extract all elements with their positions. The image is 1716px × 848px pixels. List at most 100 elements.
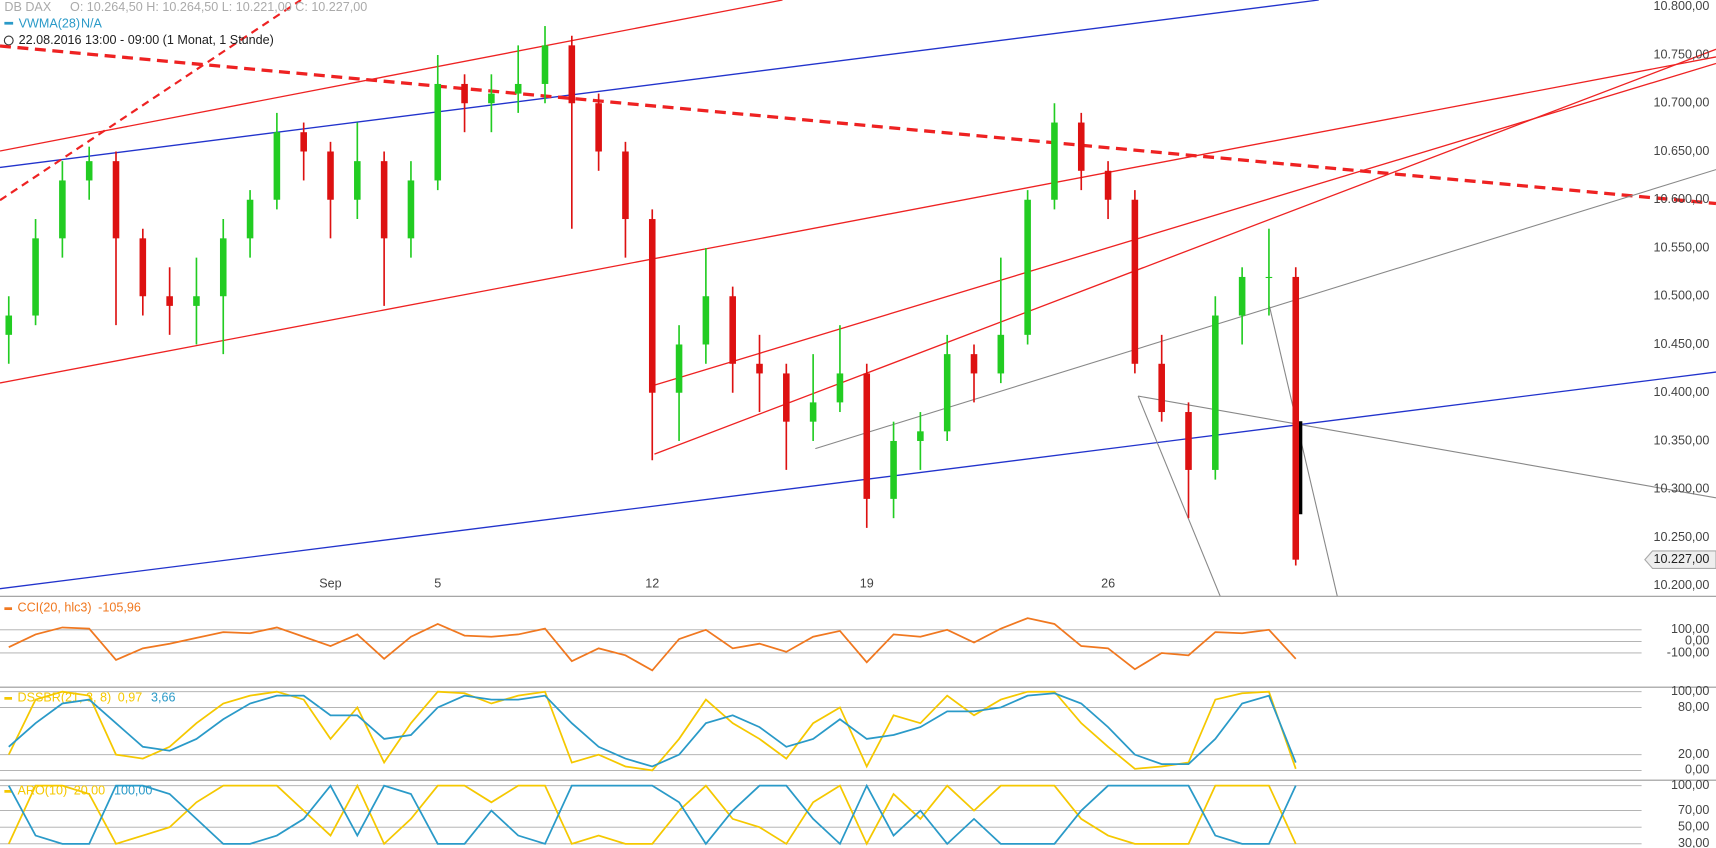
legend-swatch: [4, 21, 14, 25]
price-tag: [1644, 550, 1716, 569]
y-tick-label: 10.750,00: [1653, 47, 1709, 61]
panel-title: CCI(20, hlc3): [18, 601, 92, 615]
x-tick-label: 26: [1101, 577, 1115, 591]
candle-body: [354, 161, 361, 200]
indicator-line: [8, 692, 1297, 768]
panel-title: DSSBR(21, 3, 8): [18, 690, 112, 704]
candle-body: [890, 440, 897, 499]
y-tick-label: 20,00: [1678, 747, 1709, 761]
candle-body: [407, 180, 415, 239]
x-tick-label: Sep: [319, 577, 341, 591]
candle-body: [1212, 315, 1219, 470]
panel-separators: [0, 595, 1716, 781]
candle-body: [1024, 199, 1031, 335]
candle-body: [1238, 276, 1246, 316]
drawings: [0, 0, 1716, 597]
candle-body: [1051, 122, 1058, 200]
candle-body: [1077, 122, 1085, 171]
trend-line: [0, 56, 1716, 384]
y-tick-label: 10.700,00: [1653, 96, 1709, 110]
trend-line: [654, 48, 1716, 455]
candle-body: [112, 161, 120, 239]
candle-body: [783, 373, 790, 422]
candle-body: [836, 373, 844, 403]
candle-body: [434, 83, 442, 181]
symbol: DB DAX: [4, 0, 51, 14]
indicator-line: [8, 617, 1297, 672]
y-tick-label: 10.300,00: [1653, 482, 1709, 496]
trend-line: [1138, 395, 1716, 499]
trend-line: [654, 62, 1716, 386]
trend-line: [1137, 395, 1221, 597]
readout: -105,96: [98, 601, 141, 615]
candle-body: [461, 83, 468, 104]
ohlc-readout: O: 10.264,50 H: 10.264,50 L: 10.221,00 C…: [70, 0, 367, 14]
x-tick-label: 12: [645, 577, 659, 591]
candle-body: [917, 431, 924, 441]
candle-body: [809, 402, 817, 422]
readout: 100,00: [114, 783, 152, 797]
y-tick-label: 0,00: [1685, 763, 1709, 777]
candle-body: [729, 296, 736, 364]
y-tick-label: 0,00: [1685, 634, 1709, 648]
readout: 3,66: [151, 690, 175, 704]
y-tick-label: 10.200,00: [1653, 578, 1709, 592]
x-tick-label: 5: [434, 577, 441, 591]
candle-body: [1158, 363, 1165, 413]
candle-body: [246, 199, 254, 239]
y-tick-label: -100,00: [1667, 645, 1710, 659]
legend-swatch: [4, 607, 13, 611]
trend-line: [1268, 306, 1338, 597]
trend-line: [815, 169, 1716, 450]
current-price: 10.227,00: [1653, 552, 1709, 566]
y-tick-label: 10.550,00: [1653, 240, 1709, 254]
candle-body: [595, 103, 602, 152]
y-tick-label: 100,00: [1671, 778, 1709, 792]
y-tick-label: 10.800,00: [1653, 0, 1709, 13]
legend-swatch: [4, 697, 13, 700]
candle-body: [1265, 276, 1273, 279]
candle-body: [568, 45, 576, 104]
candle-body: [1104, 170, 1112, 200]
y-tick-label: 10.450,00: [1653, 337, 1709, 351]
readout: 20,00: [74, 783, 105, 797]
candle-body: [970, 354, 978, 374]
candle-body: [219, 238, 227, 297]
candle-body: [648, 219, 656, 393]
y-tick-label: 30,00: [1678, 836, 1709, 848]
trend-line: [0, 44, 1716, 206]
candle-body: [85, 161, 93, 181]
indicator-name: VWMA(28): [19, 16, 81, 30]
clock-icon: [3, 35, 14, 46]
candle-body: [622, 151, 629, 220]
y-tick-label: 100,00: [1671, 622, 1709, 636]
y-tick-label: 10.250,00: [1653, 530, 1709, 544]
y-tick-label: 70,00: [1678, 803, 1709, 817]
y-tick-label: 50,00: [1678, 820, 1709, 834]
candle-body: [1185, 412, 1192, 470]
indicator-line: [7, 783, 1297, 846]
indicator-value: N/A: [81, 16, 103, 30]
candle-body: [1292, 276, 1300, 560]
y-tick-label: 10.500,00: [1653, 289, 1709, 303]
candle-body: [863, 373, 871, 499]
y-tick-label: 10.350,00: [1653, 433, 1709, 447]
candle-body: [514, 83, 522, 94]
y-tick-label: 10.650,00: [1653, 144, 1709, 158]
period: 22.08.2016 13:00 - 09:00 (1 Monat, 1 Stu…: [19, 33, 274, 47]
candle-body: [300, 132, 307, 152]
candle-body: [139, 238, 147, 297]
legend-swatch: [4, 790, 13, 793]
panel-title: ARO(10): [18, 783, 68, 797]
candle-body: [997, 334, 1005, 374]
indicator-line: [7, 690, 1297, 772]
x-tick-label: 19: [860, 577, 874, 591]
candle-body: [327, 151, 334, 200]
candle-body: [380, 161, 388, 239]
y-tick-label: 100,00: [1671, 684, 1709, 698]
indicator-line: [7, 783, 1297, 846]
candle-body: [273, 132, 281, 200]
candle-body: [5, 315, 13, 335]
y-tick-label: 10.600,00: [1653, 192, 1709, 206]
